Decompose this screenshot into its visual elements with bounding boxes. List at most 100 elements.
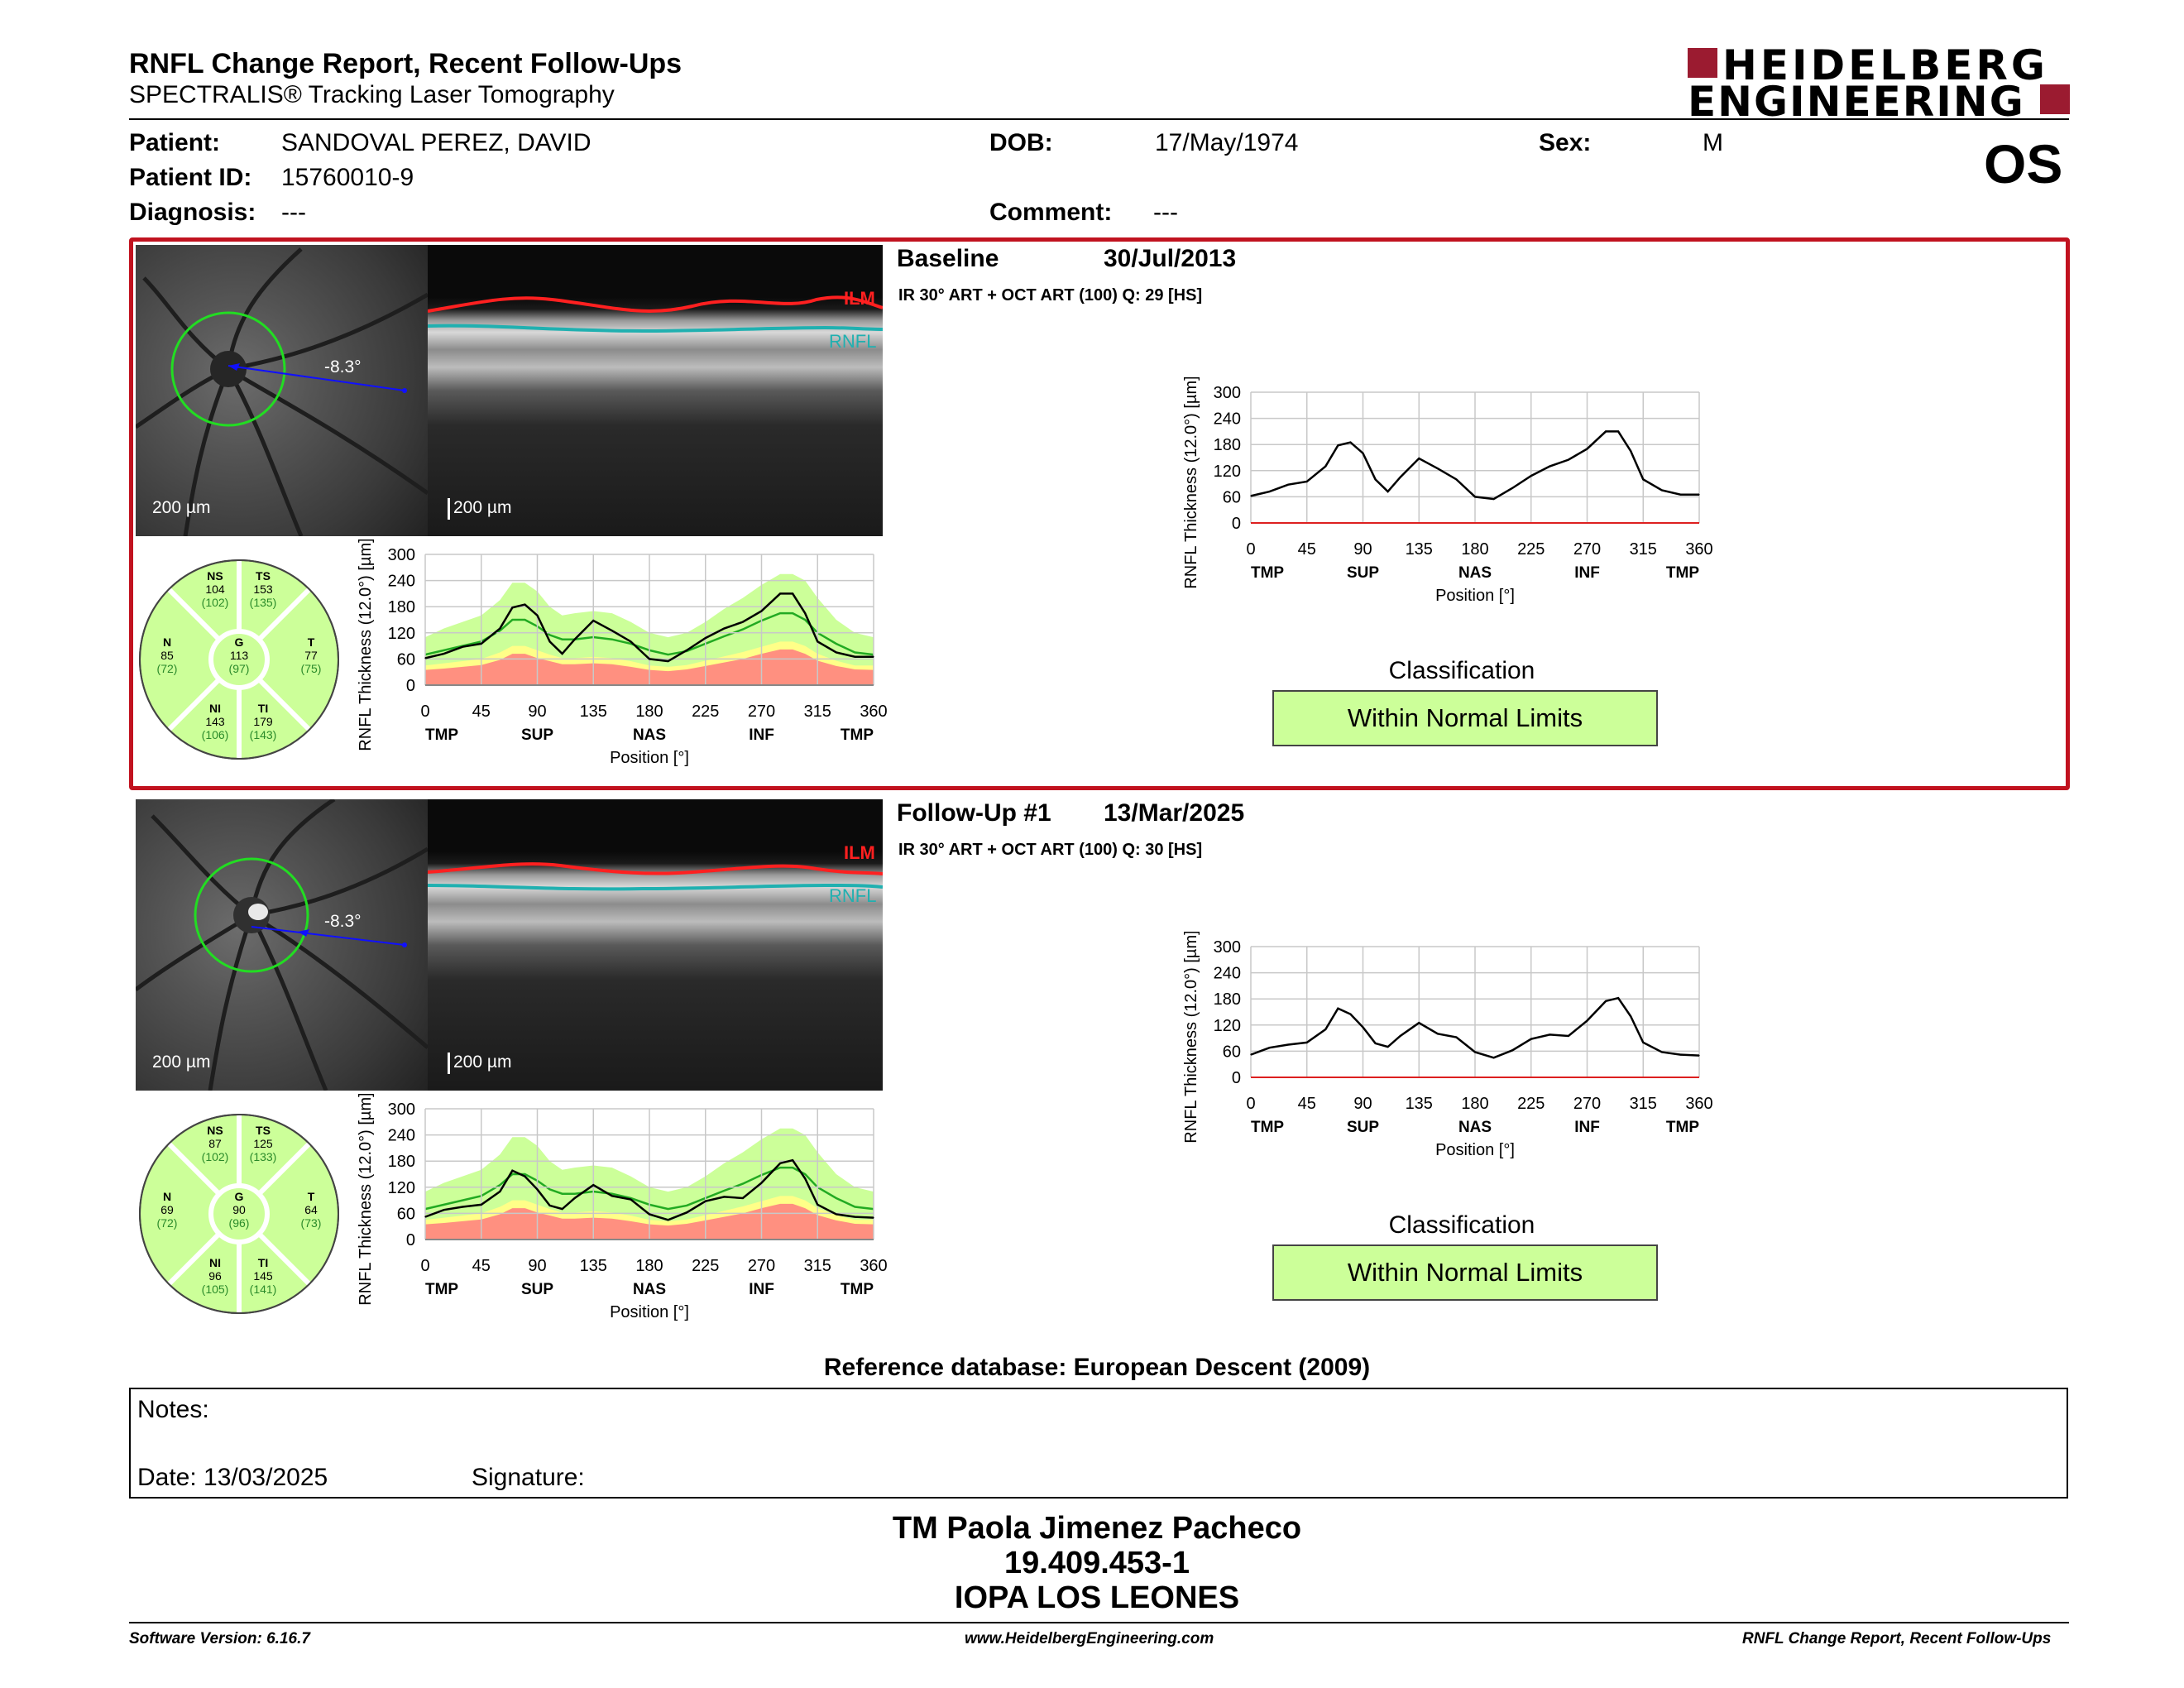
x-tick-label: 180 — [1461, 540, 1488, 559]
dob-value: 17/May/1974 — [1155, 129, 1299, 156]
x-tick-label: 225 — [692, 1257, 719, 1275]
thickness-point — [562, 653, 563, 655]
thickness-point — [873, 1217, 874, 1219]
y-tick-label: 0 — [406, 677, 415, 695]
classification-label: Classification — [1388, 657, 1535, 684]
sex-value: M — [1703, 129, 1723, 156]
x-tick-label: 360 — [1685, 540, 1712, 559]
y-axis-label: RNFL Thickness (12.0°) [µm] — [357, 539, 375, 751]
x-tick-label: 135 — [1406, 540, 1433, 559]
thickness-point — [1661, 1051, 1663, 1053]
thickness-point — [574, 1197, 576, 1199]
y-tick-label: 120 — [1214, 463, 1241, 481]
thickness-point — [1387, 1046, 1389, 1048]
thickness-point — [1530, 475, 1532, 477]
sector-diagram — [139, 559, 339, 760]
thickness-point — [1605, 1000, 1607, 1002]
thickness-point — [1418, 1022, 1420, 1024]
thickness-point — [524, 1176, 526, 1177]
x-tick-label: 90 — [528, 703, 546, 721]
x-axis-label: Position [°] — [610, 1303, 689, 1321]
normal-mean-line — [424, 611, 874, 656]
thickness-point — [462, 1206, 463, 1208]
fundus-vessels — [136, 247, 428, 536]
region-label: TMP — [425, 1281, 458, 1298]
thickness-point — [424, 1216, 426, 1218]
thickness-point — [1437, 1033, 1439, 1034]
region-label: SUP — [1347, 564, 1379, 582]
y-tick-label: 60 — [397, 650, 415, 669]
y-tick-label: 60 — [1223, 1043, 1241, 1061]
x-tick-label: 225 — [692, 703, 719, 721]
y-tick-label: 0 — [1232, 1069, 1241, 1087]
scan-protocol: IR 30° ART + OCT ART (100) Q: 30 [HS] — [898, 841, 1203, 859]
y-tick-label: 240 — [388, 573, 415, 591]
notes-label: Notes: — [137, 1396, 209, 1423]
thickness-point — [1679, 1054, 1682, 1056]
thickness-point — [592, 620, 594, 621]
x-tick-label: 45 — [472, 703, 491, 721]
x-tick-label: 135 — [580, 703, 607, 721]
thickness-point — [1586, 1019, 1588, 1022]
thickness-point — [1324, 465, 1326, 468]
x-tick-label: 135 — [580, 1257, 607, 1275]
region-label: NAS — [1458, 1119, 1492, 1136]
thickness-point — [511, 607, 513, 608]
thickness-point — [1387, 491, 1389, 492]
thickness-line — [424, 1158, 874, 1221]
oct-segmentation — [428, 862, 883, 891]
thickness-line — [424, 592, 874, 663]
website-link[interactable]: www.HeidelbergEngineering.com — [965, 1630, 1214, 1647]
fundus-scale-label: 200 µm — [152, 1053, 211, 1072]
x-tick-label: 45 — [1298, 1095, 1316, 1113]
x-tick-label: 90 — [1353, 540, 1372, 559]
x-axis-label: Position [°] — [1435, 587, 1515, 605]
thickness-point — [1568, 1035, 1569, 1037]
thickness-point — [592, 1184, 594, 1186]
x-tick-label: 315 — [1630, 1095, 1657, 1113]
x-tick-label: 45 — [472, 1257, 491, 1275]
y-tick-label: 300 — [388, 546, 415, 564]
thickness-point — [1474, 1051, 1476, 1053]
thickness-line — [1250, 430, 1699, 501]
thickness-point — [817, 1204, 818, 1206]
thickness-point — [1679, 494, 1682, 496]
exam-name: Baseline — [897, 245, 999, 272]
x-tick-label: 180 — [635, 1257, 663, 1275]
baseline-frame — [129, 237, 2070, 790]
sector-values: NS 87 (102) TS 125 (133) N 69 (72) G 90 (96) T 64… — [156, 1124, 322, 1296]
ilm-label: ILM — [844, 842, 875, 863]
patient-label: Patient: — [129, 129, 221, 156]
y-tick-label: 180 — [388, 598, 415, 616]
thickness-point — [443, 653, 445, 655]
y-tick-label: 180 — [1214, 436, 1241, 454]
oct-bscan: ILM RNFL 200 µm — [428, 799, 883, 1091]
patient-id-label: Patient ID: — [129, 164, 252, 191]
thickness-point — [1661, 489, 1663, 492]
thickness-point — [804, 612, 806, 614]
thickness-point — [1268, 491, 1271, 492]
thickness-point — [1492, 498, 1495, 500]
y-tick-label: 120 — [388, 1179, 415, 1197]
thickness-point — [779, 592, 781, 594]
thickness-point — [1698, 494, 1700, 496]
patient-name: SANDOVAL PEREZ, DAVID — [281, 129, 592, 156]
region-label: SUP — [521, 1281, 553, 1298]
thickness-point — [1549, 1033, 1550, 1035]
thickness-point — [1250, 1054, 1252, 1056]
report-subtitle: SPECTRALIS® Tracking Laser Tomography — [129, 81, 615, 108]
rnfl-profile-chart-normative: 0 60 120 180 240 300 0 45 90 135 180 225 270 315 360 TM… — [357, 539, 888, 767]
thickness-point — [1617, 997, 1619, 999]
x-axis-label: Position [°] — [1435, 1141, 1515, 1159]
report-title: RNFL Change Report, Recent Follow-Ups — [129, 48, 682, 79]
x-tick-label: 270 — [748, 703, 775, 721]
thickness-point — [1306, 481, 1308, 482]
ilm-label: ILM — [844, 288, 875, 309]
software-version: Software Version: 6.16.7 — [129, 1630, 310, 1647]
stamp-name: TM Paola Jimenez Pacheco — [892, 1511, 1302, 1546]
x-tick-label: 225 — [1517, 1095, 1545, 1113]
exam-name: Follow-Up #1 — [897, 799, 1051, 827]
x-tick-label: 180 — [1461, 1095, 1488, 1113]
comment-label: Comment: — [989, 199, 1113, 226]
sex-label: Sex: — [1539, 129, 1592, 156]
